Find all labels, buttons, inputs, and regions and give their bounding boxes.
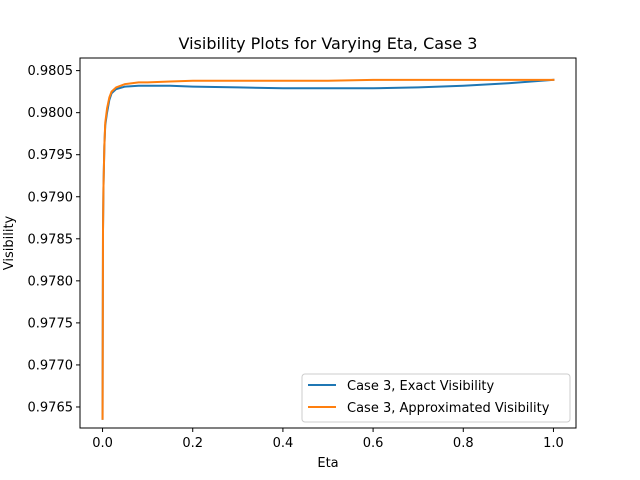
y-tick-label: 0.9780 [28,274,74,289]
y-tick-label: 0.9765 [28,400,74,415]
plot-frame [79,57,577,429]
x-tick-label: 1.0 [543,436,564,451]
y-tick-label: 0.9790 [28,190,74,205]
chart-title: Visibility Plots for Varying Eta, Case 3 [179,34,478,53]
y-tick-label: 0.9770 [28,358,74,373]
series-line-exact [101,78,555,420]
legend-label-exact: Case 3, Exact Visibility [347,379,495,394]
x-tick-label: 0.6 [363,436,384,451]
y-tick-label: 0.9795 [28,148,74,163]
y-tick-label: 0.9800 [28,106,74,121]
y-axis-label: Visibility [2,215,17,270]
x-tick-label: 0.8 [453,436,474,451]
legend-box [301,373,571,423]
x-axis-label: Eta [317,456,338,471]
y-tick-label: 0.9785 [28,232,74,247]
legend-label-approximated: Case 3, Approximated Visibility [347,401,550,416]
x-tick-label: 0.4 [273,436,294,451]
series-line-approximated [101,78,555,420]
legend: Case 3, Exact Visibility Case 3, Approxi… [301,373,571,423]
x-tick-label: 0.2 [182,436,203,451]
y-tick-label: 0.9775 [28,316,74,331]
y-tick-label: 0.9805 [28,64,74,79]
x-tick-label: 0.0 [92,436,113,451]
